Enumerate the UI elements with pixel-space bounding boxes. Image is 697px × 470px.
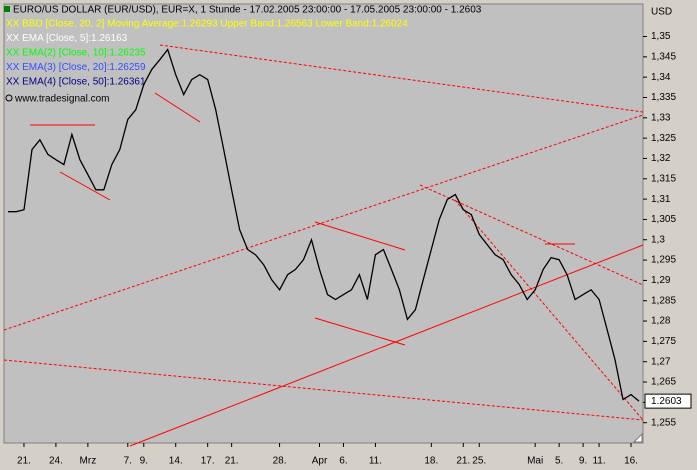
x-tick-label: 11.: [592, 456, 605, 467]
x-tick-label: 6.: [339, 456, 347, 467]
symbol-icon: [4, 6, 10, 12]
y-tick-label: 1,34: [651, 72, 671, 83]
y-tick-label: 1,305: [651, 214, 676, 225]
legend-entry: XX EMA(2) [Close, 10]:1.26235: [6, 48, 146, 59]
chart-title: EURO/US DOLLAR (EUR/USD), EUR=X, 1 Stund…: [13, 5, 482, 16]
y-tick-label: 1,35: [651, 31, 671, 42]
x-tick-label: 9.: [579, 456, 587, 467]
y-tick-label: 1,285: [651, 295, 676, 306]
y-tick-label: 1,3: [651, 234, 665, 245]
x-tick-label: 9.: [140, 456, 148, 467]
legend-entry: XX EMA(3) [Close, 20]:1.26259: [6, 62, 146, 73]
legend-entry: XX EMA [Close, 5]:1.26163: [6, 33, 128, 44]
y-tick-label: 1,345: [651, 51, 676, 62]
trend-line: [154, 92, 201, 123]
x-tick-label: 21.: [456, 456, 470, 467]
x-tick-label: 16.: [624, 456, 638, 467]
y-tick-label: 1,295: [651, 255, 676, 266]
y-tick-label: 1,255: [651, 417, 676, 428]
y-tick-label: 1,335: [651, 92, 676, 103]
legend-entry: XX BBD [Close, 20, 2] Moving Average:1.2…: [6, 19, 408, 30]
trend-line: [314, 317, 406, 346]
y-tick-label: 1,32: [651, 153, 671, 164]
x-tick-label: Apr: [312, 456, 328, 467]
y-tick-label: 1,28: [651, 316, 671, 327]
legend-entry: XX EMA(4) [Close, 50]:1.26361: [6, 77, 146, 88]
trend-line: [59, 171, 111, 201]
y-tick-label: 1,275: [651, 336, 676, 347]
last-price-label: 1.2603: [651, 396, 682, 407]
marks: [8, 48, 640, 402]
trend-line: [3, 114, 644, 331]
trend-line: [419, 184, 644, 286]
x-tick-label: 18.: [424, 456, 438, 467]
trend-line: [159, 44, 644, 113]
y-tick-label: 1,33: [651, 112, 671, 123]
y-axis-label: USD: [651, 7, 672, 18]
trend-line: [454, 199, 644, 421]
y-tick-label: 1,31: [651, 194, 671, 205]
y-tick-label: 1,325: [651, 133, 676, 144]
x-tick-label: 11.: [369, 456, 382, 467]
source-icon: [5, 94, 13, 102]
resize-grip: [632, 432, 643, 443]
x-tick-label: Mai: [527, 456, 543, 467]
trend-lines: [3, 44, 644, 447]
trend-line: [314, 221, 406, 251]
source: www.tradesignal.com: [14, 94, 109, 105]
trend-line: [129, 244, 644, 447]
y-tick-label: 1,265: [651, 377, 676, 388]
x-tick-label: 7.: [124, 456, 132, 467]
y-tick-label: 1,315: [651, 173, 676, 184]
x-tick-label: 21.: [17, 456, 31, 467]
x-tick-label: 14.: [169, 456, 183, 467]
trend-line: [3, 359, 644, 421]
x-tick-label: 17.: [201, 456, 215, 467]
price-line: [8, 48, 640, 402]
y-tick-label: 1,29: [651, 275, 671, 286]
x-tick-label: 24.: [49, 456, 63, 467]
x-tick-label: 28.: [273, 456, 287, 467]
x-tick-label: 5.: [555, 456, 563, 467]
x-tick-label: 21.: [225, 456, 239, 467]
x-tick-label: Mrz: [80, 456, 97, 467]
x-tick-label: 25.: [472, 456, 486, 467]
last-price-box: [644, 393, 692, 409]
y-tick-label: 1,27: [651, 356, 671, 367]
